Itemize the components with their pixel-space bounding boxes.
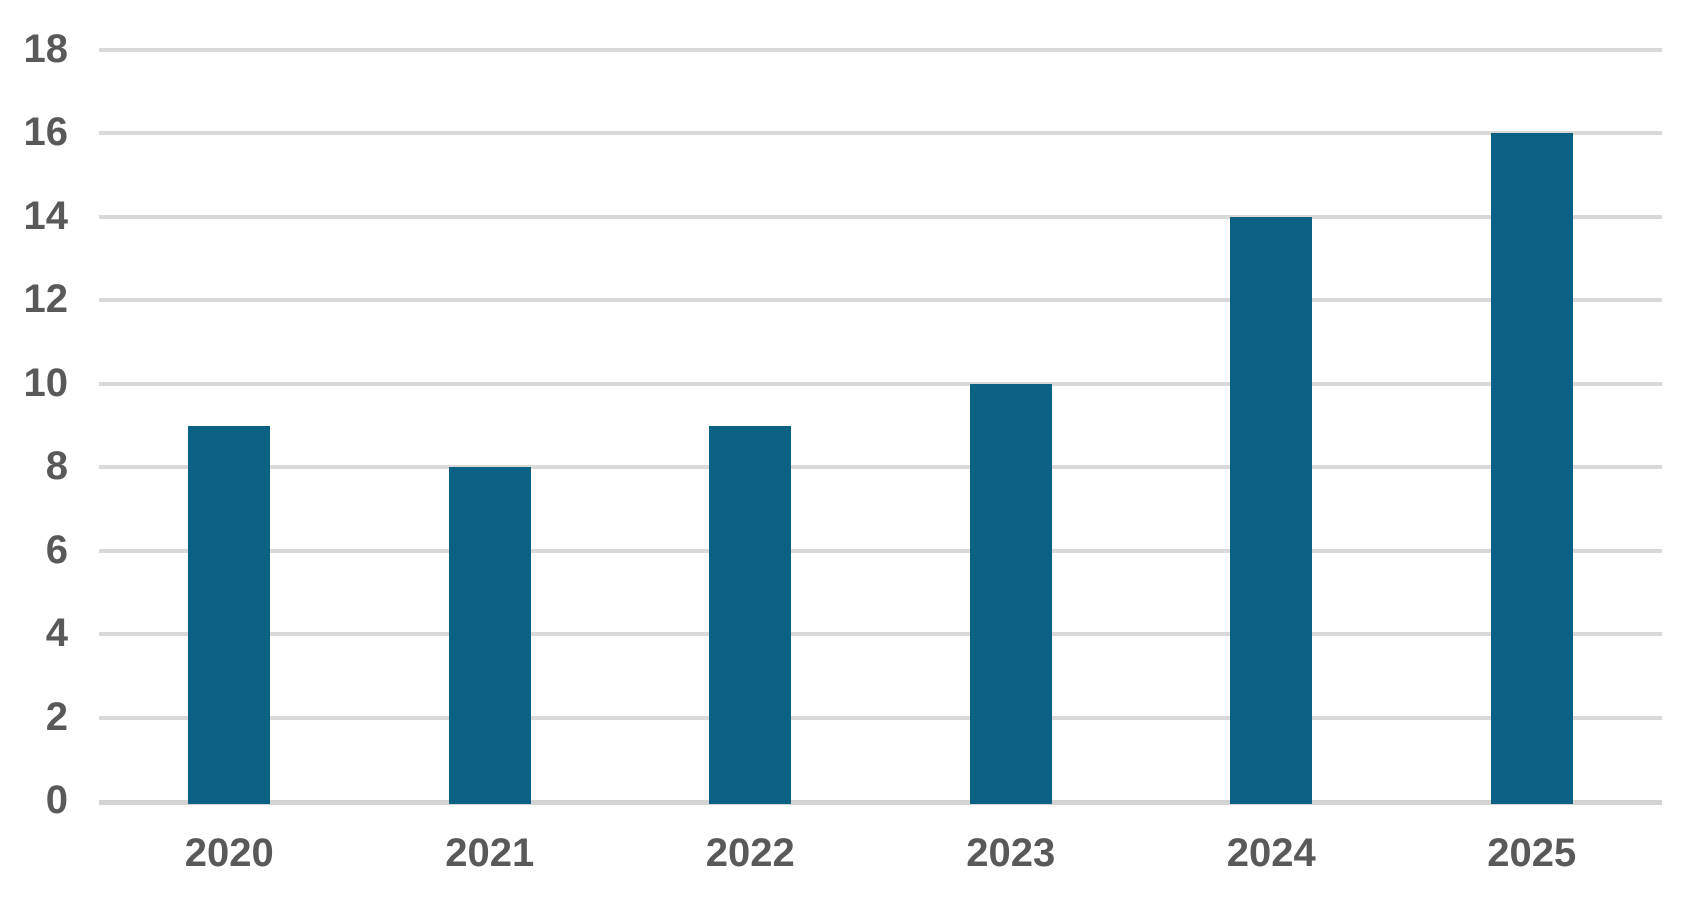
gridline-2 [99,715,1662,720]
x-axis-baseline [99,800,1662,805]
bar-2022 [709,425,792,804]
y-tick-label-8: 8 [45,444,68,489]
gridline-12 [99,298,1662,303]
bar-2020 [188,425,271,804]
x-tick-label-2024: 2024 [1226,831,1316,875]
y-tick-label-2: 2 [45,694,68,739]
gridline-4 [99,632,1662,637]
gridline-8 [99,465,1662,470]
gridline-6 [99,548,1662,553]
y-tick-label-16: 16 [23,110,69,155]
y-tick-label-0: 0 [45,778,68,822]
x-tick-label-2022: 2022 [705,831,795,875]
x-tick-label-2025: 2025 [1487,831,1577,875]
y-tick-label-12: 12 [23,277,69,322]
bar-2021 [448,467,531,804]
x-tick-label-2021: 2021 [445,831,535,875]
bar-2023 [969,383,1052,804]
x-tick-label-2020: 2020 [184,831,274,875]
gridline-10 [99,381,1662,386]
y-tick-label-18: 18 [23,27,69,71]
x-tick-label-2023: 2023 [966,831,1056,875]
y-tick-label-4: 4 [45,611,68,656]
gridline-14 [99,214,1662,219]
y-tick-label-14: 14 [23,193,69,238]
y-tick-label-10: 10 [23,360,69,405]
y-tick-label-6: 6 [45,527,68,572]
gridline-16 [99,131,1662,136]
bar-2025 [1490,133,1573,804]
bar-2024 [1230,216,1313,804]
gridline-18 [99,48,1662,52]
